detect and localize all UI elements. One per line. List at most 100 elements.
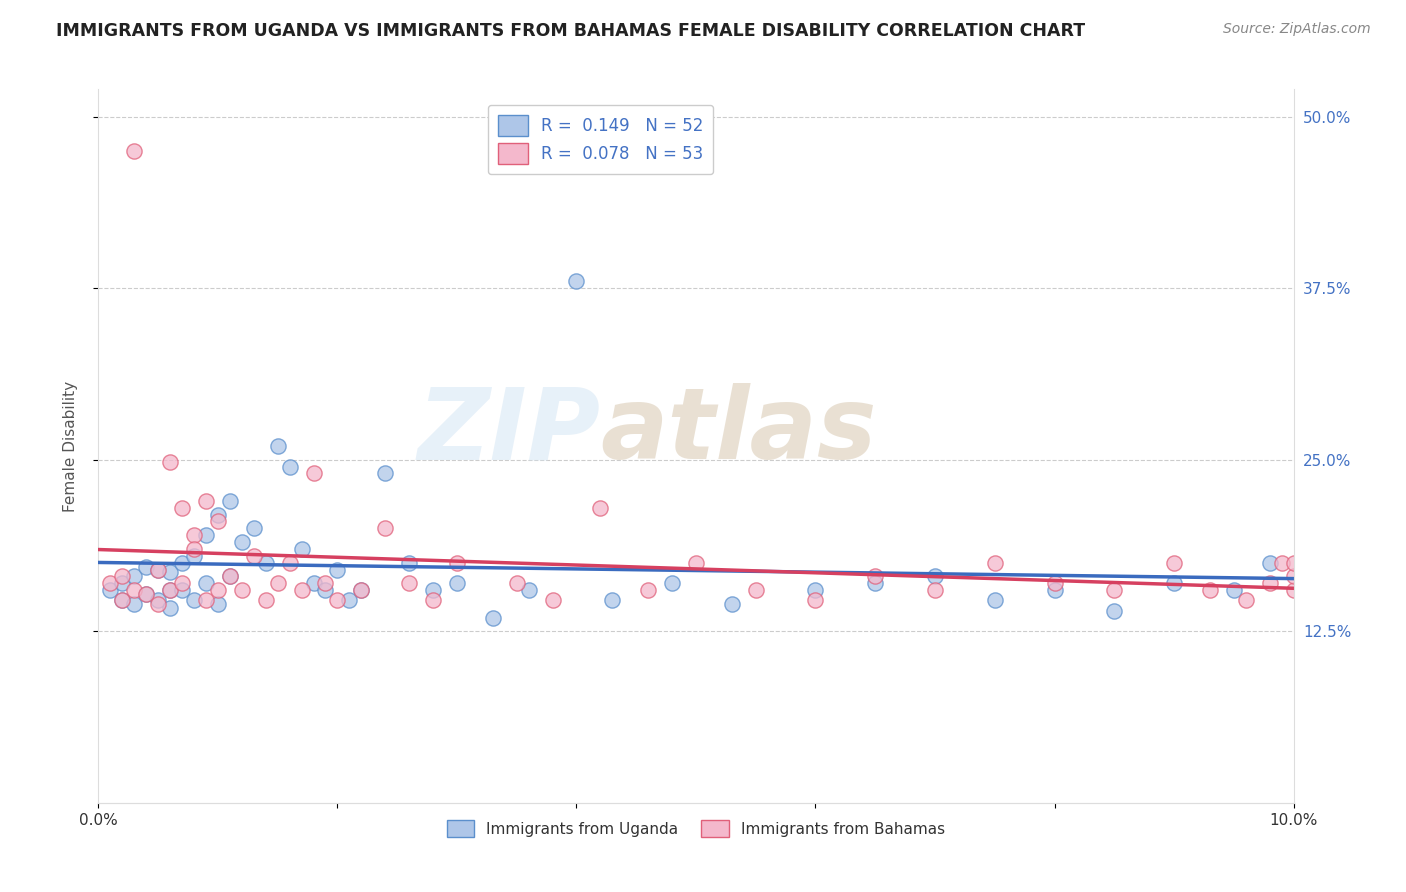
Point [315,583,337,598]
Point [1104,604,1126,618]
Point [291,583,314,598]
Point [207,583,229,598]
Point [278,459,301,474]
Point [1258,576,1281,591]
Point [207,597,229,611]
Point [195,576,218,591]
Point [865,569,887,583]
Point [924,569,946,583]
Point [745,583,768,598]
Point [1163,556,1185,570]
Point [98,583,122,598]
Point [124,144,146,158]
Point [159,601,181,615]
Point [804,583,827,598]
Point [159,583,181,598]
Point [865,576,887,591]
Point [721,597,744,611]
Point [159,566,181,580]
Point [446,576,468,591]
Point [685,556,707,570]
Point [219,569,242,583]
Legend: Immigrants from Uganda, Immigrants from Bahamas: Immigrants from Uganda, Immigrants from … [439,813,953,845]
Point [124,569,146,583]
Point [148,562,170,576]
Point [207,508,229,522]
Point [243,521,266,535]
Point [1043,583,1066,598]
Point [398,556,420,570]
Text: ZIP: ZIP [418,384,600,480]
Point [482,610,505,624]
Point [589,500,612,515]
Point [326,562,349,576]
Point [111,592,134,607]
Point [1282,556,1305,570]
Point [565,274,588,288]
Point [1199,583,1222,598]
Point [183,541,205,556]
Point [172,500,194,515]
Point [159,455,181,469]
Point [302,467,325,481]
Point [159,583,181,598]
Point [172,576,194,591]
Point [231,583,253,598]
Point [541,592,564,607]
Point [804,592,827,607]
Point [254,592,277,607]
Point [183,549,205,563]
Point [172,583,194,598]
Point [1223,583,1246,598]
Point [148,592,170,607]
Point [302,576,325,591]
Point [124,583,146,598]
Point [984,556,1007,570]
Point [506,576,529,591]
Point [339,592,361,607]
Point [602,592,624,607]
Point [350,583,373,598]
Point [1043,576,1066,591]
Point [195,528,218,542]
Point [984,592,1007,607]
Point [1258,556,1281,570]
Point [291,541,314,556]
Point [517,583,540,598]
Point [422,583,444,598]
Point [1104,583,1126,598]
Text: Source: ZipAtlas.com: Source: ZipAtlas.com [1223,22,1371,37]
Point [267,576,290,591]
Point [315,576,337,591]
Point [398,576,420,591]
Point [172,556,194,570]
Y-axis label: Female Disability: Female Disability [63,380,77,512]
Point [111,569,134,583]
Point [1163,576,1185,591]
Text: atlas: atlas [600,384,877,480]
Point [661,576,683,591]
Point [135,559,157,574]
Point [278,556,301,570]
Point [267,439,290,453]
Point [111,592,134,607]
Point [350,583,373,598]
Point [135,587,157,601]
Point [135,587,157,601]
Point [231,535,253,549]
Point [1282,583,1305,598]
Point [1271,556,1294,570]
Point [243,549,266,563]
Point [924,583,946,598]
Point [148,597,170,611]
Text: IMMIGRANTS FROM UGANDA VS IMMIGRANTS FROM BAHAMAS FEMALE DISABILITY CORRELATION : IMMIGRANTS FROM UGANDA VS IMMIGRANTS FRO… [56,22,1085,40]
Point [111,576,134,591]
Point [124,597,146,611]
Point [98,576,122,591]
Point [1234,592,1257,607]
Point [326,592,349,607]
Point [219,494,242,508]
Point [374,467,396,481]
Point [195,494,218,508]
Point [374,521,396,535]
